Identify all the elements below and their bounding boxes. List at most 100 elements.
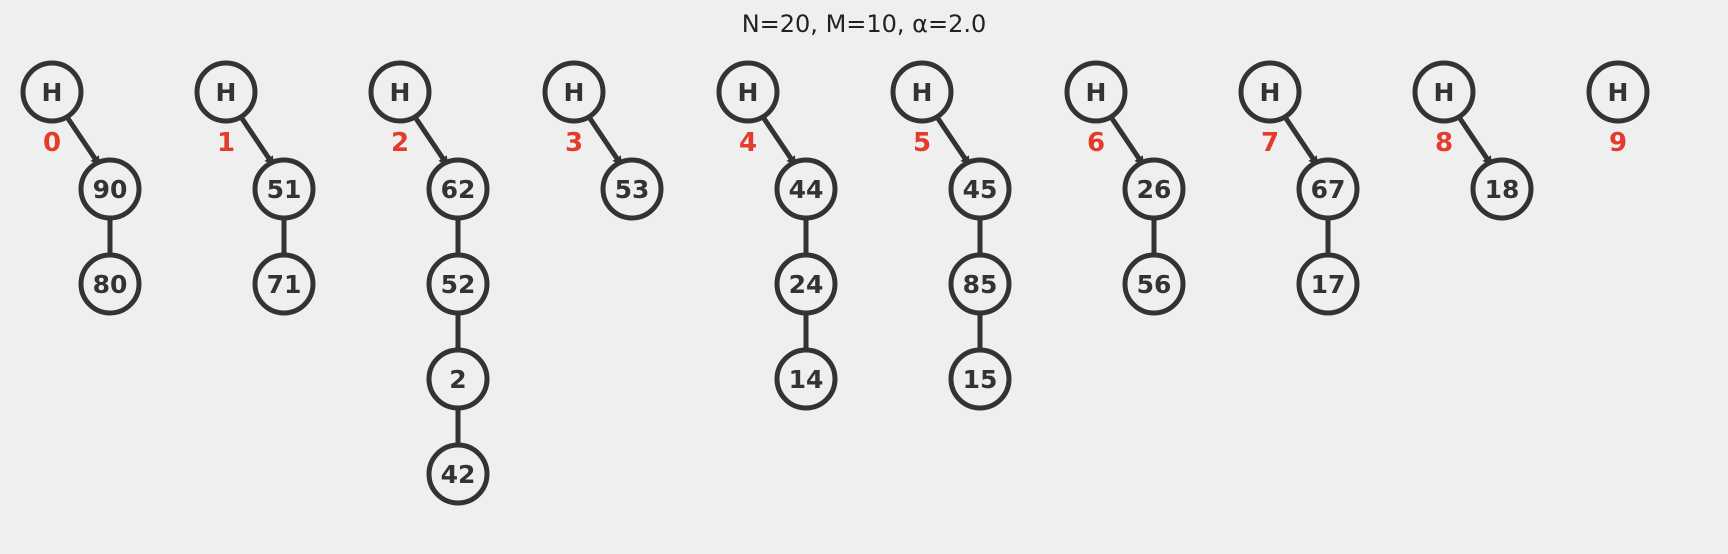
chain-node-label: 53 <box>615 175 650 204</box>
chain-node: 90 <box>78 157 142 221</box>
bucket-4-head-node-label: H <box>738 78 759 107</box>
chain-node-label: 52 <box>441 270 476 299</box>
chain-node-circle <box>600 157 664 221</box>
chain-node-circle <box>426 442 490 506</box>
chain-node-circle <box>774 347 838 411</box>
chain-node-circle <box>426 157 490 221</box>
bucket-7-head-node-circle <box>1238 60 1302 124</box>
chain-node: 42 <box>426 442 490 506</box>
bucket-index-label: 9 <box>1609 128 1627 158</box>
chain-node: 24 <box>774 252 838 316</box>
chain-node-label: 42 <box>441 460 476 489</box>
chain-node-label: 56 <box>1137 270 1172 299</box>
bucket-0-head-node-label: H <box>42 78 63 107</box>
chain-node-circle <box>426 347 490 411</box>
chain-node-circle <box>1296 252 1360 316</box>
chain-node: 53 <box>600 157 664 221</box>
chain-node-circle <box>948 157 1012 221</box>
bucket-0-head-node-circle <box>20 60 84 124</box>
bucket-2-head-node-circle <box>368 60 432 124</box>
bucket-9-head-node-label: H <box>1608 78 1629 107</box>
diagram-title: N=20, M=10, α=2.0 <box>741 10 987 38</box>
head-pointer-arrow <box>586 115 623 167</box>
chain-node-label: 44 <box>789 175 824 204</box>
chain-node-circle <box>252 252 316 316</box>
bucket-8-head-node-label: H <box>1434 78 1455 107</box>
bucket-9-head-node-circle <box>1586 60 1650 124</box>
chain-node: 15 <box>948 347 1012 411</box>
chain-node-circle <box>78 252 142 316</box>
chain-node-circle <box>948 347 1012 411</box>
bucket-5-head-node-label: H <box>912 78 933 107</box>
chain-node: 80 <box>78 252 142 316</box>
bucket-5-head-node: H <box>890 60 954 124</box>
chain-node-circle <box>948 252 1012 316</box>
bucket-6-head-node-circle <box>1064 60 1128 124</box>
chain-node-label: 85 <box>963 270 998 299</box>
chain-node-label: 17 <box>1311 270 1346 299</box>
chain-node: 67 <box>1296 157 1360 221</box>
chain-node: 51 <box>252 157 316 221</box>
chain-node-circle <box>252 157 316 221</box>
bucket-2-head-node: H <box>368 60 432 124</box>
chain-node-circle <box>78 157 142 221</box>
bucket-index-label: 1 <box>217 128 235 158</box>
chain-node: 2 <box>426 347 490 411</box>
bucket-4-head-node: H <box>716 60 780 124</box>
bucket-3-head-node: H <box>542 60 606 124</box>
chain-node-circle <box>1122 252 1186 316</box>
chain-node: 18 <box>1470 157 1534 221</box>
bucket-index-label: 4 <box>739 128 757 158</box>
head-pointer-arrow <box>1456 115 1493 167</box>
head-pointer-arrow <box>64 115 101 167</box>
bucket-0-head-node: H <box>20 60 84 124</box>
chain-node-label: 71 <box>267 270 302 299</box>
chain-node: 71 <box>252 252 316 316</box>
bucket-1-head-node: H <box>194 60 258 124</box>
bucket-index-label: 5 <box>913 128 931 158</box>
bucket-3-head-node-circle <box>542 60 606 124</box>
chain-node: 45 <box>948 157 1012 221</box>
chain-node-circle <box>426 252 490 316</box>
chain-node: 62 <box>426 157 490 221</box>
head-pointer-arrow <box>1282 115 1319 167</box>
chain-node-label: 51 <box>267 175 302 204</box>
bucket-6-head-node: H <box>1064 60 1128 124</box>
chain-node: 56 <box>1122 252 1186 316</box>
head-pointer-arrow <box>412 115 449 167</box>
head-pointer-arrow <box>238 115 275 167</box>
bucket-9-head-node: H <box>1586 60 1650 124</box>
head-pointer-arrow <box>760 115 797 167</box>
bucket-index-label: 3 <box>565 128 583 158</box>
bucket-index-label: 0 <box>43 128 61 158</box>
chain-node-circle <box>774 252 838 316</box>
chain-node-circle <box>1470 157 1534 221</box>
bucket-8-head-node-circle <box>1412 60 1476 124</box>
chain-node: 26 <box>1122 157 1186 221</box>
bucket-index-label: 8 <box>1435 128 1453 158</box>
chain-node-label: 2 <box>449 365 466 394</box>
chain-node-label: 45 <box>963 175 998 204</box>
bucket-index-label: 2 <box>391 128 409 158</box>
bucket-1-head-node-label: H <box>216 78 237 107</box>
chain-node-label: 80 <box>93 270 128 299</box>
head-pointer-arrow <box>934 115 971 167</box>
chain-node-label: 62 <box>441 175 476 204</box>
head-pointer-arrow <box>1108 115 1145 167</box>
chain-node-circle <box>1122 157 1186 221</box>
chain-node-label: 18 <box>1485 175 1520 204</box>
bucket-1-head-node-circle <box>194 60 258 124</box>
bucket-7-head-node: H <box>1238 60 1302 124</box>
bucket-3-head-node-label: H <box>564 78 585 107</box>
chain-node-label: 14 <box>789 365 824 394</box>
bucket-2-head-node-label: H <box>390 78 411 107</box>
chain-node-label: 90 <box>93 175 128 204</box>
chain-node: 14 <box>774 347 838 411</box>
chain-node: 52 <box>426 252 490 316</box>
bucket-4-head-node-circle <box>716 60 780 124</box>
bucket-index-label: 6 <box>1087 128 1105 158</box>
chain-node-circle <box>774 157 838 221</box>
chain-node: 44 <box>774 157 838 221</box>
